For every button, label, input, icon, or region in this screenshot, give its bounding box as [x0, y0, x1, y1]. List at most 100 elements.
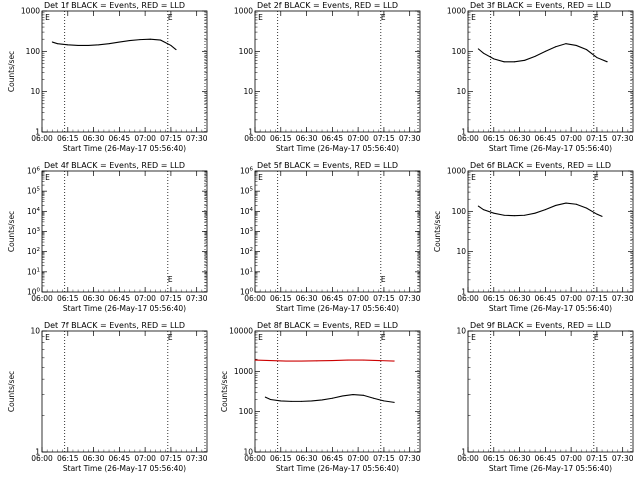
chart-svg: Det 8f BLACK = Events, RED = LLD 10 100 100…: [220, 321, 421, 473]
x-tick-label: 06:30: [83, 454, 105, 463]
y-tick-label: 1000: [447, 7, 466, 16]
y-axis-label: Counts/sec: [7, 211, 16, 252]
series-line: [477, 43, 608, 63]
detector-panel-1: Det 1f BLACK = Events, RED = LLD 1 10 100 10…: [0, 0, 213, 160]
x-axis-label: Start Time (26-May-17 05:56:40): [489, 304, 612, 313]
data-point: [77, 44, 79, 46]
y-tick-label: 100: [452, 207, 467, 216]
y-tick-label: 101: [27, 267, 40, 276]
y-tick-label: 105: [27, 187, 41, 196]
x-tick-label: 06:30: [509, 134, 531, 143]
x-tick-label: 06:30: [296, 294, 318, 303]
data-point: [129, 40, 131, 42]
event-marker-label: E: [45, 173, 50, 182]
data-point: [311, 400, 313, 402]
chart-title: Det 7f BLACK = Events, RED = LLD: [44, 321, 185, 330]
detector-panel-5: Det 5f BLACK = Events, RED = LLD 100 101 10…: [213, 160, 426, 320]
chart-title: Det 8f BLACK = Events, RED = LLD: [257, 321, 398, 330]
data-point: [586, 49, 588, 51]
x-tick-label: 06:30: [296, 454, 318, 463]
y-tick-label: 10: [456, 87, 466, 96]
x-tick-label: 06:30: [296, 134, 318, 143]
x-tick-label: 07:30: [186, 134, 208, 143]
series-line: [477, 202, 603, 217]
chart-title: Det 9f BLACK = Events, RED = LLD: [470, 321, 611, 330]
data-point: [56, 43, 58, 45]
data-point: [393, 360, 395, 362]
data-point: [601, 215, 603, 217]
x-tick-label: 06:00: [31, 134, 53, 143]
x-tick-label: 07:00: [134, 294, 156, 303]
x-tick-label: 06:30: [509, 454, 531, 463]
x-tick-label: 06:15: [57, 134, 79, 143]
data-point: [300, 360, 302, 362]
x-tick-label: 06:45: [535, 294, 557, 303]
chart-svg: Det 6f BLACK = Events, RED = LLD 1 10 100 10…: [433, 161, 634, 313]
data-point: [596, 57, 598, 59]
x-axis-label: Start Time (26-May-17 05:56:40): [63, 464, 186, 473]
data-point: [555, 204, 557, 206]
data-point: [331, 397, 333, 399]
x-tick-label: 06:15: [483, 454, 505, 463]
series-line: [52, 38, 177, 51]
x-tick-label: 06:15: [483, 294, 505, 303]
data-point: [342, 395, 344, 397]
x-tick-label: 06:15: [270, 454, 292, 463]
x-tick-label: 07:30: [612, 294, 634, 303]
x-tick-label: 06:30: [83, 134, 105, 143]
y-axis-label: Counts/sec: [433, 211, 442, 252]
data-point: [596, 213, 598, 215]
y-tick-label: 1: [248, 128, 253, 137]
y-tick-label: 10: [456, 327, 466, 336]
detector-panel-4: Det 4f BLACK = Events, RED = LLD 100 101 10…: [0, 160, 213, 320]
y-tick-label: 103: [240, 227, 254, 236]
chart-title: Det 6f BLACK = Events, RED = LLD: [470, 161, 611, 170]
plot-frame: [467, 10, 634, 133]
data-point: [493, 212, 495, 214]
y-tick-label: 1: [461, 448, 466, 457]
y-tick-label: 1000: [234, 367, 253, 376]
y-axis-label: Counts/sec: [7, 371, 16, 412]
x-tick-label: 07:00: [134, 454, 156, 463]
y-tick-label: 1000: [234, 7, 253, 16]
event-marker-label: E: [168, 333, 173, 342]
data-point: [524, 59, 526, 61]
data-point: [321, 399, 323, 401]
x-tick-label: 06:15: [57, 454, 79, 463]
x-axis-label: Start Time (26-May-17 05:56:40): [63, 304, 186, 313]
x-tick-label: 06:00: [31, 294, 53, 303]
data-point: [503, 61, 505, 63]
x-tick-label: 07:00: [560, 134, 582, 143]
x-tick-label: 07:00: [134, 134, 156, 143]
y-tick-label: 106: [27, 167, 41, 176]
x-tick-label: 06:45: [322, 134, 344, 143]
x-tick-label: 07:30: [186, 454, 208, 463]
chart-svg: Det 2f BLACK = Events, RED = LLD 1 10 100 10…: [234, 1, 421, 153]
x-tick-label: 06:45: [109, 294, 131, 303]
detector-panel-6: Det 6f BLACK = Events, RED = LLD 1 10 100 10…: [426, 160, 639, 320]
data-point: [513, 215, 515, 217]
x-tick-label: 06:15: [57, 294, 79, 303]
data-point: [493, 58, 495, 60]
x-tick-label: 07:30: [399, 134, 421, 143]
plot-frame: [467, 330, 634, 453]
data-point: [269, 360, 271, 362]
event-marker-label: E: [471, 13, 476, 22]
x-tick-label: 07:15: [160, 134, 182, 143]
data-point: [290, 400, 292, 402]
series-line: [265, 394, 395, 403]
plot-frame: [254, 10, 421, 133]
y-tick-label: 1: [461, 288, 466, 297]
event-marker-label: E: [594, 333, 599, 342]
y-tick-label: 10: [456, 247, 466, 256]
y-tick-label: 100: [240, 288, 254, 297]
event-marker-label: E: [381, 13, 386, 22]
data-point: [347, 359, 349, 361]
y-tick-label: 102: [240, 247, 253, 256]
data-point: [482, 209, 484, 211]
event-marker-label: E: [45, 13, 50, 22]
chart-title: Det 1f BLACK = Events, RED = LLD: [44, 1, 185, 10]
data-point: [316, 360, 318, 362]
plot-frame: [41, 170, 208, 293]
